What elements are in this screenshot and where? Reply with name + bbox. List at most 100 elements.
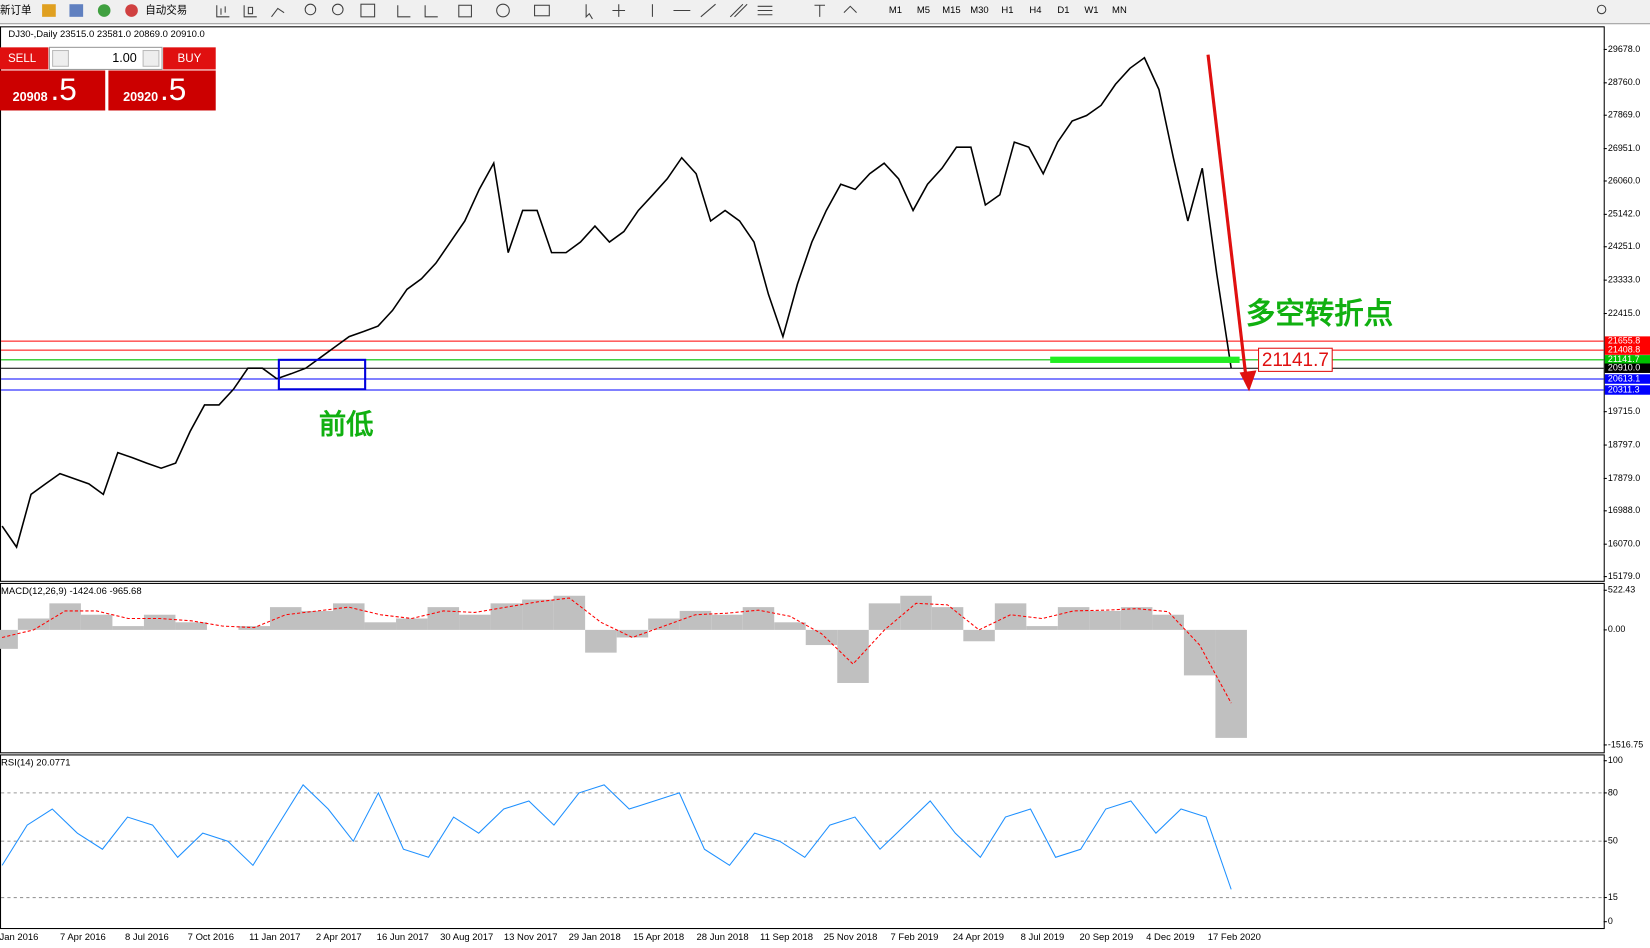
price-level-label: 21408.8 [1608, 344, 1640, 354]
macd-bar [742, 607, 775, 630]
x-tick-label: 17 Feb 2020 [1208, 932, 1261, 943]
timeframe-button[interactable]: M1 [889, 5, 902, 16]
y-tick-label: 24251.0 [1608, 241, 1640, 251]
icon[interactable] [216, 5, 230, 18]
macd-bar [711, 614, 743, 630]
macd-bar [868, 603, 901, 630]
macd-bar [490, 603, 523, 630]
timeframe-button[interactable]: H4 [1029, 5, 1041, 16]
macd-bar [0, 629, 18, 649]
macd-bar [1152, 614, 1184, 630]
icon[interactable] [97, 4, 111, 17]
y-tick-label: 26951.0 [1608, 143, 1640, 153]
x-tick-label: 7 Feb 2019 [891, 932, 939, 943]
timeframe-button[interactable]: W1 [1084, 5, 1098, 16]
macd-bar [1026, 626, 1058, 630]
timeframe-button[interactable]: M30 [970, 5, 988, 16]
icon[interactable] [42, 4, 56, 17]
price-level-tag [1604, 355, 1650, 365]
price-level-label: 20311.3 [1608, 384, 1640, 394]
macd-bar [333, 603, 365, 630]
timeframe-button[interactable]: M5 [917, 5, 930, 16]
icon[interactable] [243, 5, 257, 18]
lots-down[interactable] [52, 49, 69, 67]
price-level-tag [1604, 385, 1650, 395]
y-tick-label: 15179.0 [1608, 571, 1640, 581]
buy-label[interactable]: BUY [178, 53, 202, 65]
y-tick-label: 26060.0 [1608, 175, 1640, 185]
x-tick-label: 8 Jul 2016 [125, 932, 169, 943]
y-tick-label: 27869.0 [1608, 110, 1640, 120]
icon[interactable] [424, 5, 438, 18]
macd-bar [175, 622, 207, 630]
sell-pip: .5 [51, 71, 77, 107]
y-tick-label: 17879.0 [1608, 473, 1640, 483]
icon[interactable] [612, 4, 626, 17]
x-tick-label: 2 Apr 2017 [316, 932, 362, 943]
x-tick-label: 16 Jun 2017 [377, 932, 429, 943]
y-tick-label: 0.00 [1608, 624, 1625, 634]
y-tick-label: 25142.0 [1608, 209, 1640, 219]
y-tick-label: 100 [1608, 755, 1623, 765]
icon[interactable] [757, 5, 773, 16]
macd-bar [1183, 629, 1216, 676]
x-tick-label: 13 Nov 2017 [504, 932, 558, 943]
timeframe-button[interactable]: MN [1112, 5, 1127, 16]
macd-bar [1215, 629, 1247, 738]
y-tick-label: 522.43 [1608, 585, 1635, 595]
macd-bar [553, 595, 586, 630]
x-tick-label: 4 Dec 2019 [1146, 932, 1194, 943]
rsi-line [1, 784, 1232, 890]
y-tick-label: 29678.0 [1608, 44, 1640, 54]
search-icon[interactable] [1596, 4, 1607, 15]
sell-button[interactable] [0, 47, 49, 70]
macd-bar [963, 629, 995, 642]
icon[interactable] [585, 4, 593, 20]
macd-bar [774, 622, 806, 630]
icon[interactable] [496, 3, 510, 18]
icon[interactable] [69, 4, 84, 17]
icon[interactable] [729, 3, 748, 18]
macd-bar [1057, 607, 1090, 630]
lots-value[interactable]: 1.00 [112, 51, 137, 65]
icon[interactable] [458, 4, 472, 18]
x-tick-label: 29 Jan 2018 [569, 932, 621, 943]
x-tick-label: Jan 2016 [0, 932, 38, 943]
x-tick-label: 24 Apr 2019 [953, 932, 1004, 943]
icon[interactable] [304, 3, 317, 16]
x-tick-label: 20 Sep 2019 [1080, 932, 1134, 943]
macd-bar [143, 614, 176, 630]
icon[interactable] [700, 3, 716, 18]
price-level-tag [1604, 363, 1650, 373]
price-level-label: 20910.0 [1608, 363, 1640, 373]
macd-bar [837, 629, 869, 683]
buy-button[interactable] [163, 47, 216, 70]
sell-label[interactable]: SELL [8, 53, 37, 65]
timeframe-button[interactable]: M15 [942, 5, 960, 16]
lots-input[interactable] [48, 46, 163, 70]
price-level-tag [1604, 345, 1650, 355]
timeframe-button[interactable]: D1 [1057, 5, 1069, 16]
y-tick-label: 0 [1608, 916, 1613, 926]
timeframe-button[interactable]: H1 [1001, 5, 1013, 16]
icon[interactable] [843, 5, 857, 13]
turning-point-label: 多空转折点 [1246, 297, 1393, 330]
y-tick-label: 19715.0 [1608, 406, 1640, 416]
buy-price-box[interactable] [108, 70, 216, 111]
icon[interactable] [271, 7, 285, 18]
macd-bar [994, 603, 1027, 630]
lots-up[interactable] [142, 49, 160, 67]
icon[interactable] [534, 4, 550, 17]
new-order-button[interactable]: 新订单 [0, 3, 32, 16]
auto-trade-icon[interactable] [125, 4, 138, 17]
y-tick-label: 28760.0 [1608, 77, 1640, 87]
x-tick-label: 7 Oct 2016 [188, 932, 234, 943]
icon[interactable] [331, 3, 344, 16]
sell-price-box[interactable] [0, 70, 106, 111]
auto-trade-button[interactable]: 自动交易 [145, 3, 187, 16]
icon[interactable] [814, 4, 826, 17]
icon[interactable] [360, 3, 376, 18]
icon[interactable] [397, 5, 411, 18]
y-tick-label: 18797.0 [1608, 439, 1640, 449]
